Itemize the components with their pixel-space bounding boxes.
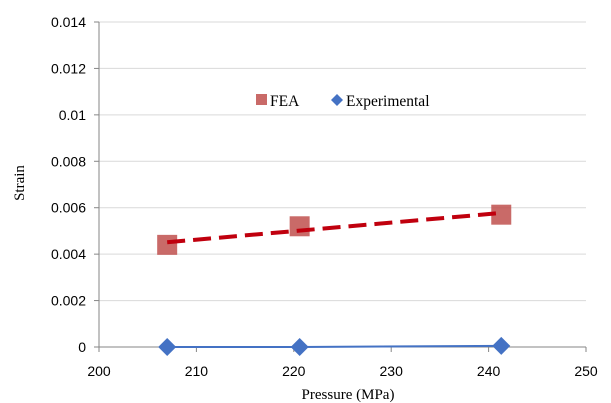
legend-label-experimental: Experimental (346, 93, 430, 110)
legend-marker-experimental (331, 94, 343, 106)
data-point-experimental (158, 338, 177, 356)
data-point-fea (157, 234, 178, 255)
x-tick-label: 240 (477, 363, 501, 379)
data-point-experimental (290, 338, 309, 356)
x-axis-title: Pressure (MPa) (302, 387, 395, 403)
y-tick-label: 0.01 (59, 107, 86, 123)
y-tick-label: 0.002 (51, 293, 86, 309)
x-tick-label: 220 (282, 363, 306, 379)
y-tick-label: 0 (78, 339, 86, 355)
x-tick-label: 200 (87, 363, 111, 379)
data-point-fea (491, 204, 512, 225)
y-tick-label: 0.008 (51, 153, 86, 169)
axes (94, 21, 587, 352)
legend-marker-fea (256, 94, 267, 105)
data-point-fea (289, 216, 310, 237)
x-tick-label: 230 (380, 363, 404, 379)
tick-labels: 0 0.002 0.004 0.006 0.008 0.01 0.012 0.014 200 21… (51, 14, 598, 379)
y-tick-label: 0.012 (51, 60, 86, 76)
legend-label-fea: FEA (270, 93, 300, 110)
x-tick-label: 210 (185, 363, 209, 379)
series-line-experimental (167, 344, 502, 348)
legend: FEA Experimental (256, 93, 430, 110)
y-tick-label: 0.014 (51, 14, 86, 30)
x-tick-label: 250 (574, 363, 598, 379)
plot-area (157, 204, 512, 356)
trendline-fea (167, 210, 502, 245)
y-axis-title: Strain (12, 165, 28, 201)
data-point-experimental (492, 336, 511, 355)
y-tick-label: 0.006 (51, 200, 86, 216)
gridlines (99, 21, 586, 302)
y-tick-label: 0.004 (51, 246, 86, 262)
